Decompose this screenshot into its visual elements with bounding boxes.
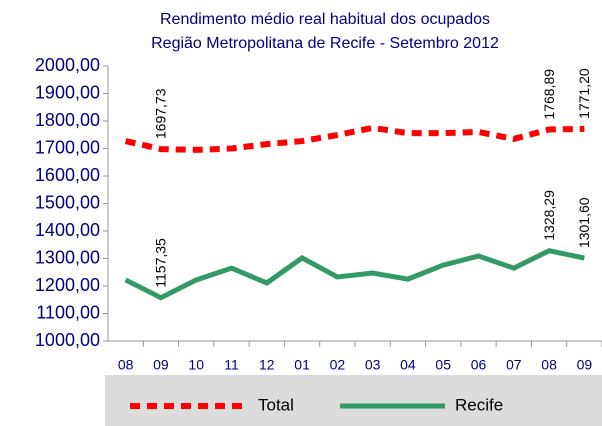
value-label: 1768,89: [541, 69, 557, 120]
y-tick-label: 1300,00: [35, 247, 100, 267]
legend-area: [105, 375, 602, 426]
x-tick-label: 07: [506, 357, 522, 373]
x-tick-label: 10: [188, 357, 204, 373]
y-tick-label: 1400,00: [35, 220, 100, 240]
legend-label: Recife: [455, 395, 503, 414]
x-tick-label: 04: [400, 357, 416, 373]
y-tick-label: 1000,00: [35, 330, 100, 350]
value-label: 1328,29: [541, 190, 557, 241]
x-tick-label: 03: [365, 357, 381, 373]
x-tick-label: 02: [330, 357, 346, 373]
value-label: 1697,73: [153, 88, 169, 139]
value-label: 1157,35: [153, 238, 169, 288]
y-tick-label: 1100,00: [36, 302, 100, 322]
y-tick-label: 1200,00: [35, 275, 100, 295]
y-tick-label: 1800,00: [35, 110, 100, 130]
x-tick-label: 09: [577, 357, 593, 373]
chart-title: Rendimento médio real habitual dos ocupa…: [160, 11, 490, 28]
x-tick-label: 01: [294, 357, 310, 373]
x-tick-label: 08: [541, 357, 557, 373]
y-tick-label: 1900,00: [35, 82, 100, 102]
x-tick-label: 06: [471, 357, 487, 373]
chart-subtitle: Região Metropolitana de Recife - Setembr…: [151, 35, 499, 52]
x-tick-label: 08: [118, 357, 134, 373]
series-line: [124, 248, 585, 301]
y-tick-label: 1500,00: [35, 192, 100, 212]
x-tick-label: 12: [259, 357, 275, 373]
value-label: 1771,20: [576, 68, 592, 119]
x-tick-label: 09: [153, 357, 169, 373]
value-label: 1301,60: [576, 197, 592, 248]
legend-label: Total: [258, 395, 294, 414]
x-tick-label: 05: [435, 357, 451, 373]
y-tick-label: 1700,00: [35, 137, 100, 157]
y-tick-label: 1600,00: [35, 165, 100, 185]
series-line: [124, 124, 585, 153]
y-tick-label: 2000,00: [35, 55, 100, 75]
x-tick-label: 11: [224, 357, 239, 373]
